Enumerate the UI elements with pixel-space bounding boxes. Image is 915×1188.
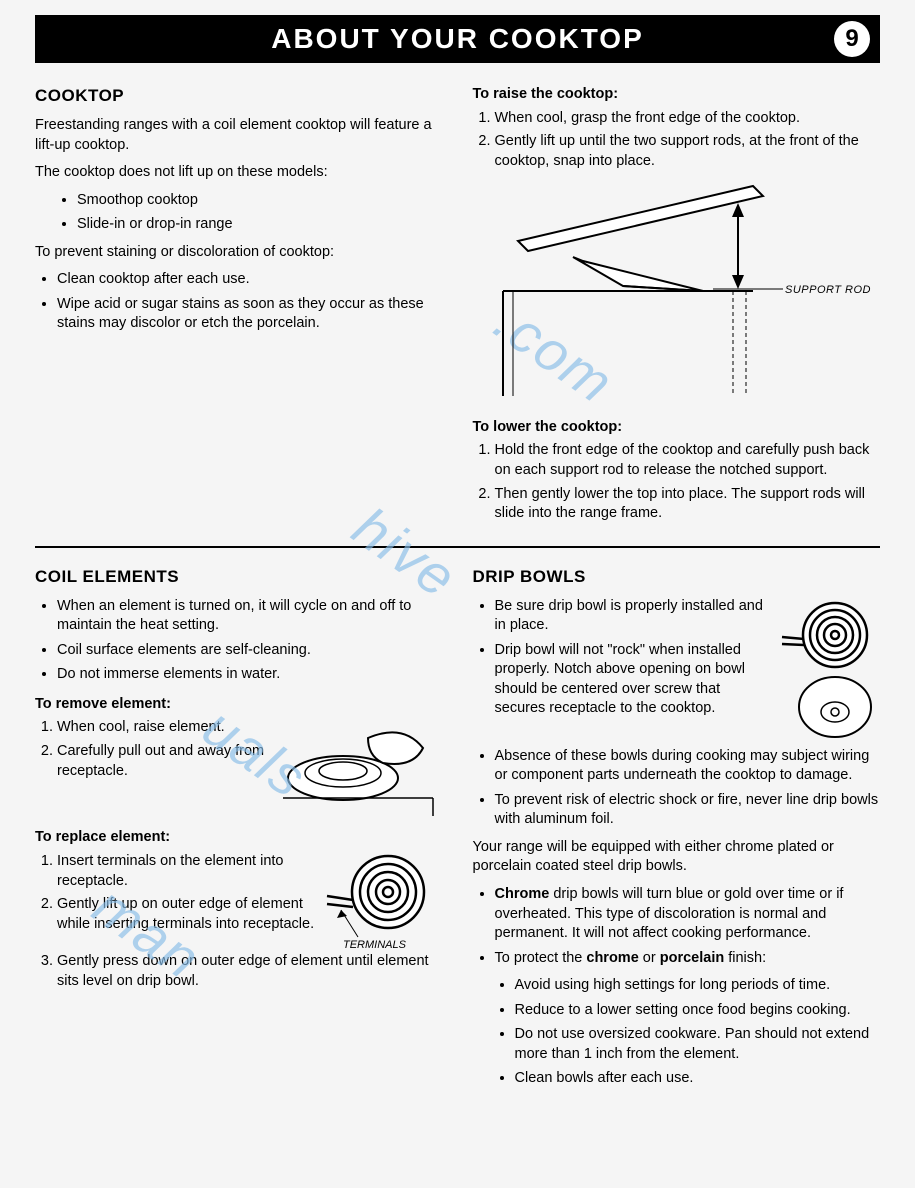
subheading: To replace element: — [35, 828, 443, 848]
list-item: Absence of these bowls during cooking ma… — [495, 747, 881, 786]
list-item: Gently lift up until the two support rod… — [495, 132, 881, 171]
subheading: To lower the cooktop: — [473, 418, 881, 438]
raise-lower-section: To raise the cooktop: When cool, grasp t… — [473, 85, 881, 532]
list-item: To protect the chrome or porcelain finis… — [495, 949, 881, 969]
diagram-label: TERMINALS — [343, 939, 407, 951]
replace-element-diagram: TERMINALS — [323, 852, 443, 952]
diagram-label: SUPPORT ROD — [785, 284, 871, 296]
subheading: To remove element: — [35, 695, 443, 715]
cooktop-section: COOKTOP Freestanding ranges with a coil … — [35, 85, 443, 532]
list-item: When an element is turned on, it will cy… — [57, 597, 443, 636]
coil-elements-section: COIL ELEMENTS When an element is turned … — [35, 566, 443, 1097]
subheading: To raise the cooktop: — [473, 85, 881, 105]
body-text: finish: — [724, 950, 766, 966]
emphasis: porcelain — [660, 950, 724, 966]
page-header: ABOUT YOUR COOKTOP 9 — [35, 15, 880, 63]
body-text: Your range will be equipped with either … — [473, 838, 881, 877]
section-heading: COOKTOP — [35, 85, 443, 108]
section-divider — [35, 546, 880, 548]
section-heading: COIL ELEMENTS — [35, 566, 443, 589]
emphasis: chrome — [586, 950, 638, 966]
drip-bowl-diagram — [780, 597, 880, 747]
cooktop-lift-diagram: SUPPORT ROD — [473, 181, 881, 408]
list-item: Wipe acid or sugar stains as soon as the… — [57, 295, 443, 334]
list-item: To prevent risk of electric shock or fir… — [495, 791, 881, 830]
list-item: Slide-in or drop-in range — [77, 215, 443, 235]
emphasis: Chrome — [495, 886, 550, 902]
body-text: or — [639, 950, 660, 966]
list-item: Clean cooktop after each use. — [57, 270, 443, 290]
list-item: Chrome drip bowls will turn blue or gold… — [495, 885, 881, 944]
body-text: To protect the — [495, 950, 587, 966]
body-text: The cooktop does not lift up on these mo… — [35, 163, 443, 183]
list-item: Reduce to a lower setting once food begi… — [515, 1001, 881, 1021]
list-item: Hold the front edge of the cooktop and c… — [495, 441, 881, 480]
list-item: Do not immerse elements in water. — [57, 665, 443, 685]
list-item: Then gently lower the top into place. Th… — [495, 485, 881, 524]
body-text: Freestanding ranges with a coil element … — [35, 116, 443, 155]
list-item: Coil surface elements are self-cleaning. — [57, 641, 443, 661]
list-item: Gently press down on outer edge of eleme… — [57, 952, 443, 991]
body-text: To prevent staining or discoloration of … — [35, 243, 443, 263]
list-item: Do not use oversized cookware. Pan shoul… — [515, 1025, 881, 1064]
list-item: Avoid using high settings for long perio… — [515, 976, 881, 996]
page-title: ABOUT YOUR COOKTOP — [271, 23, 644, 55]
page-number-badge: 9 — [834, 21, 870, 57]
remove-element-diagram — [273, 718, 443, 818]
drip-bowls-section: DRIP BOWLS Be sure drip bowl is properly… — [473, 566, 881, 1097]
list-item: Clean bowls after each use. — [515, 1069, 881, 1089]
list-item: When cool, grasp the front edge of the c… — [495, 109, 881, 129]
list-item: Smoothop cooktop — [77, 191, 443, 211]
section-heading: DRIP BOWLS — [473, 566, 881, 589]
